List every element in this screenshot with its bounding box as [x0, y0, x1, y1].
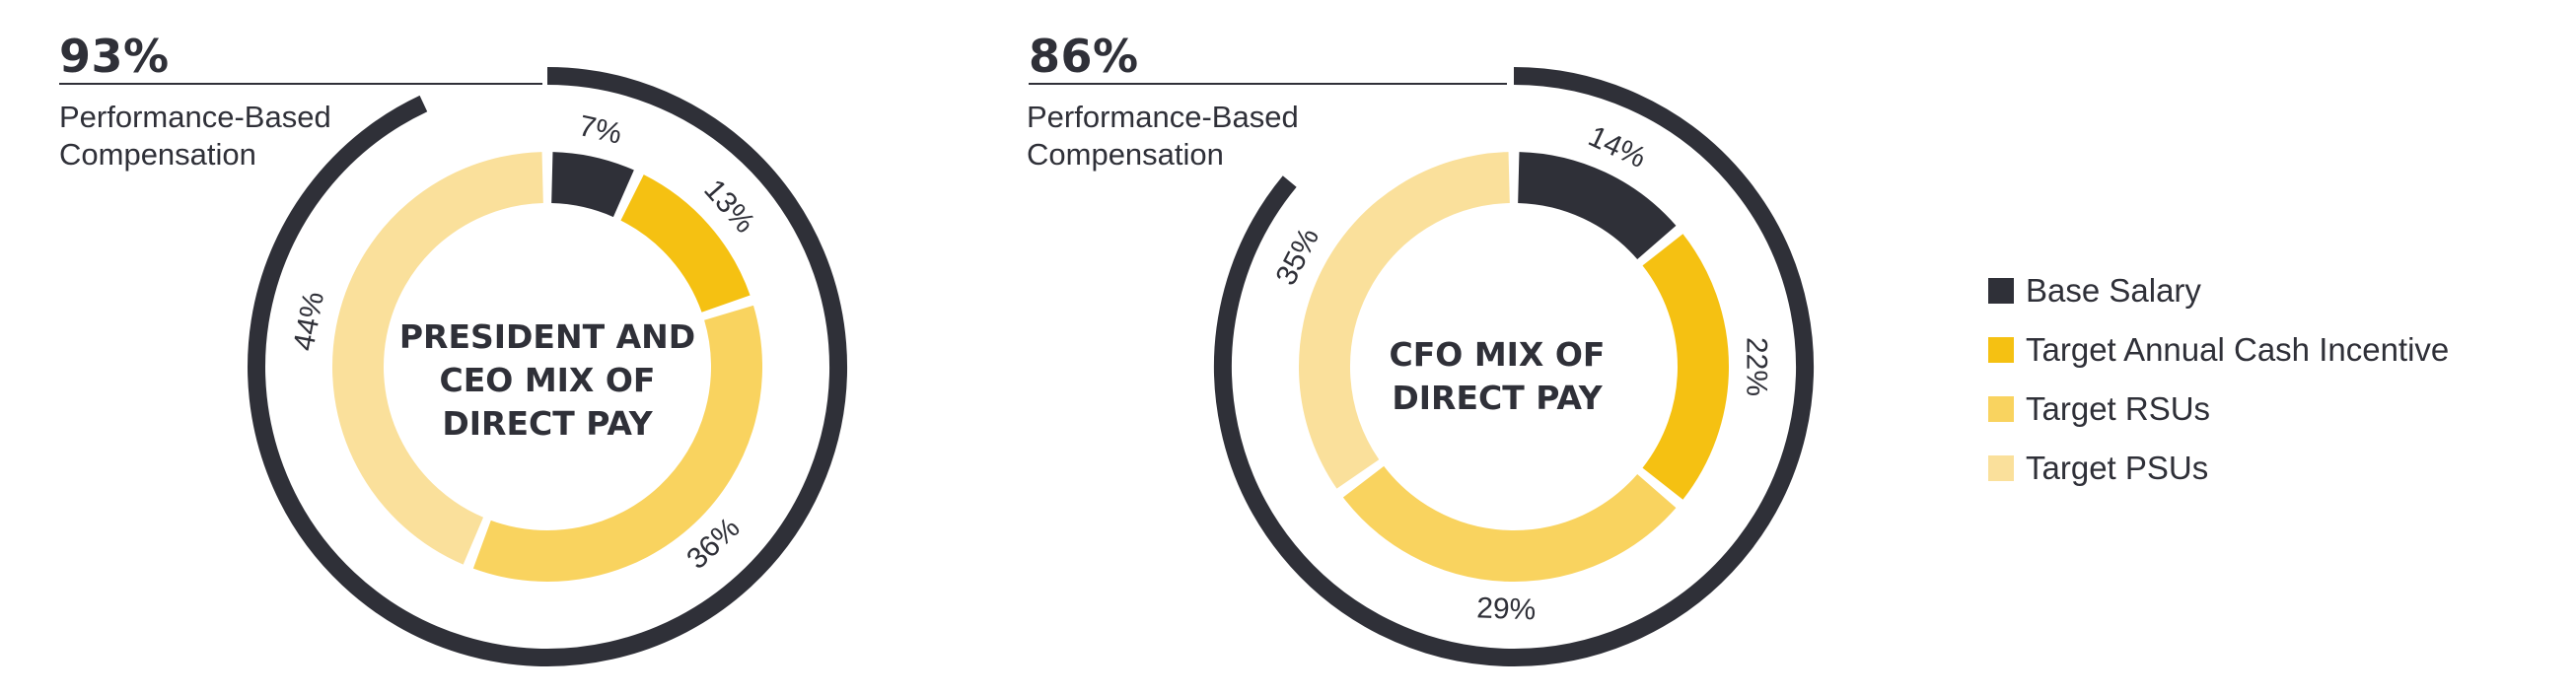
cfo-mix-chart: 86% Performance-Based Compensation 14% 22… [966, 0, 1953, 696]
cfo-performance-percent: 86% [1029, 30, 1139, 83]
ceo-slice-target-psus [332, 152, 544, 565]
cfo-slice-target-rsus [1342, 465, 1677, 582]
legend-item-target-annual-cash-incentive: Target Annual Cash Incentive [1988, 320, 2449, 380]
cfo-slice-target-psus [1299, 152, 1511, 489]
legend-label-target-rsus: Target RSUs [2026, 390, 2211, 427]
cfo-slice-base-salary [1517, 152, 1677, 260]
ceo-performance-caption: Performance-Based Compensation [59, 99, 385, 174]
cfo-performance-arc [1214, 67, 1814, 666]
ceo-label-target-psus: 44% [288, 289, 331, 353]
ceo-slice-base-salary [550, 152, 634, 218]
ceo-donut-svg: 7%13%36%44% [248, 67, 847, 666]
cfo-title-line-2: DIRECT PAY [1392, 379, 1603, 417]
ceo-title-line-2: CEO MIX OF [439, 361, 656, 399]
legend-item-target-rsus: Target RSUs [1988, 380, 2449, 439]
cfo-caption-line-2: Compensation [1027, 137, 1224, 172]
legend-item-target-psus: Target PSUs [1988, 439, 2449, 498]
ceo-center-title: PRESIDENT AND CEO MIX OF DIRECT PAY [375, 315, 720, 446]
legend-label-target-annual-cash-incentive: Target Annual Cash Incentive [2026, 331, 2450, 368]
cfo-performance-caption: Performance-Based Compensation [1027, 99, 1352, 174]
cfo-slice-target-annual-cash-incentive [1642, 234, 1729, 500]
ceo-caption-line-1: Performance-Based [59, 100, 331, 134]
ceo-title-line-3: DIRECT PAY [442, 404, 653, 443]
cfo-donut-svg: 14%22%29%35% [1214, 67, 1814, 666]
cfo-caption-line-1: Performance-Based [1027, 100, 1299, 134]
ceo-slice-target-rsus [472, 305, 762, 582]
ceo-performance-arc [248, 67, 847, 666]
cfo-center-title: CFO MIX OF DIRECT PAY [1339, 333, 1655, 420]
ceo-mix-chart: 93% Performance-Based Compensation 7% 13%… [0, 0, 986, 696]
legend-swatch-base-salary [1988, 278, 2014, 304]
ceo-title-line-1: PRESIDENT AND [398, 317, 696, 356]
legend-swatch-target-rsus [1988, 396, 2014, 422]
legend-item-base-salary: Base Salary [1988, 261, 2449, 320]
chart-legend: Base Salary Target Annual Cash Incentive… [1988, 261, 2449, 498]
ceo-label-base-salary: 7% [576, 109, 625, 151]
cfo-label-target-rsus: 29% [1476, 592, 1537, 626]
cfo-label-target-annual-cash-incentive: 22% [1741, 337, 1773, 396]
cfo-label-base-salary: 14% [1584, 120, 1651, 174]
legend-swatch-target-psus [1988, 455, 2014, 481]
ceo-caption-line-2: Compensation [59, 137, 256, 172]
legend-swatch-target-annual-cash-incentive [1988, 337, 2014, 363]
ceo-slice-target-annual-cash-incentive [619, 174, 751, 313]
cfo-title-line-1: CFO MIX OF [1389, 335, 1606, 374]
legend-label-target-psus: Target PSUs [2026, 450, 2209, 486]
legend-label-base-salary: Base Salary [2026, 272, 2201, 309]
cfo-callout-rule [1029, 83, 1507, 85]
ceo-callout-rule [59, 83, 542, 85]
ceo-performance-percent: 93% [59, 30, 170, 83]
